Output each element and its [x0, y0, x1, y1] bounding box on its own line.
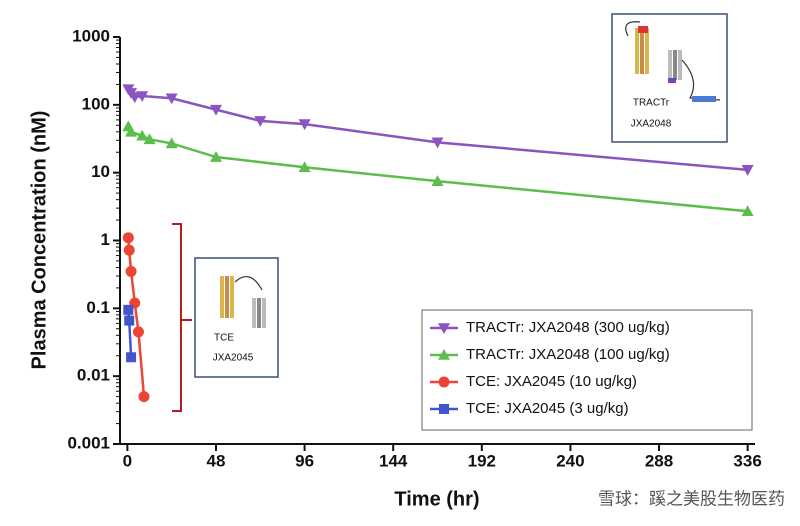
point [438, 349, 450, 360]
point [124, 315, 135, 326]
x-tick-label: 96 [295, 451, 314, 470]
x-tick-label: 144 [379, 451, 408, 470]
point [438, 323, 450, 334]
legend-label: TCE: JXA2045 (3 ug/kg) [466, 400, 629, 417]
x-tick-label: 48 [207, 451, 226, 470]
y-tick-label: 1 [101, 230, 110, 249]
point [136, 129, 149, 141]
x-tick-label: 192 [468, 451, 496, 470]
y-tick-label: 0.1 [86, 298, 110, 317]
point [136, 91, 149, 102]
point [126, 352, 137, 363]
legend-label: TRACTr: JXA2048 (100 ug/kg) [466, 346, 670, 363]
y-tick-label: 10 [91, 162, 110, 181]
inset-tractr: TRACTr JXA2048 [611, 13, 728, 143]
y-tick-label: 100 [82, 94, 110, 113]
point [209, 104, 222, 116]
point [209, 151, 222, 162]
x-tick-label: 240 [556, 451, 584, 470]
point [123, 244, 135, 256]
point [122, 232, 134, 244]
point [741, 205, 754, 217]
x-tick-label: 336 [733, 451, 761, 470]
inset-label: JXA2045 [213, 353, 254, 364]
point [165, 137, 178, 149]
y-tick-label: 0.01 [77, 366, 110, 385]
point [431, 175, 444, 186]
x-tick-label: 0 [123, 451, 132, 470]
point [125, 125, 138, 137]
point [439, 404, 449, 414]
point [254, 116, 267, 127]
point [298, 161, 311, 173]
inset-label: TCE [214, 333, 234, 344]
watermark: 雪球：蹊之美股生物医药 [598, 489, 785, 508]
point [123, 304, 134, 315]
series [122, 84, 754, 176]
series [123, 304, 137, 363]
x-tick-label: 288 [645, 451, 673, 470]
point [431, 137, 444, 149]
y-tick-label: 0.001 [67, 433, 110, 452]
legend-box [421, 309, 753, 431]
inset-label: JXA2048 [631, 119, 672, 130]
point [438, 376, 450, 388]
point [125, 265, 137, 277]
y-tick-label: 1000 [72, 26, 110, 45]
point [138, 391, 150, 403]
point [143, 133, 156, 145]
point [128, 92, 141, 104]
inset-tce: TCE JXA2045 [172, 223, 279, 412]
point [132, 326, 144, 338]
series [122, 120, 754, 217]
point [298, 119, 311, 131]
y-axis-title: Plasma Concentration (nM) [28, 111, 50, 370]
inset-label: TRACTr [633, 98, 670, 109]
point [741, 165, 754, 176]
series [122, 232, 150, 403]
legend-label: TRACTr: JXA2048 (300 ug/kg) [466, 319, 670, 336]
legend-label: TCE: JXA2045 (10 ug/kg) [466, 373, 637, 390]
x-axis-title: Time (hr) [394, 488, 479, 510]
point [165, 93, 178, 105]
